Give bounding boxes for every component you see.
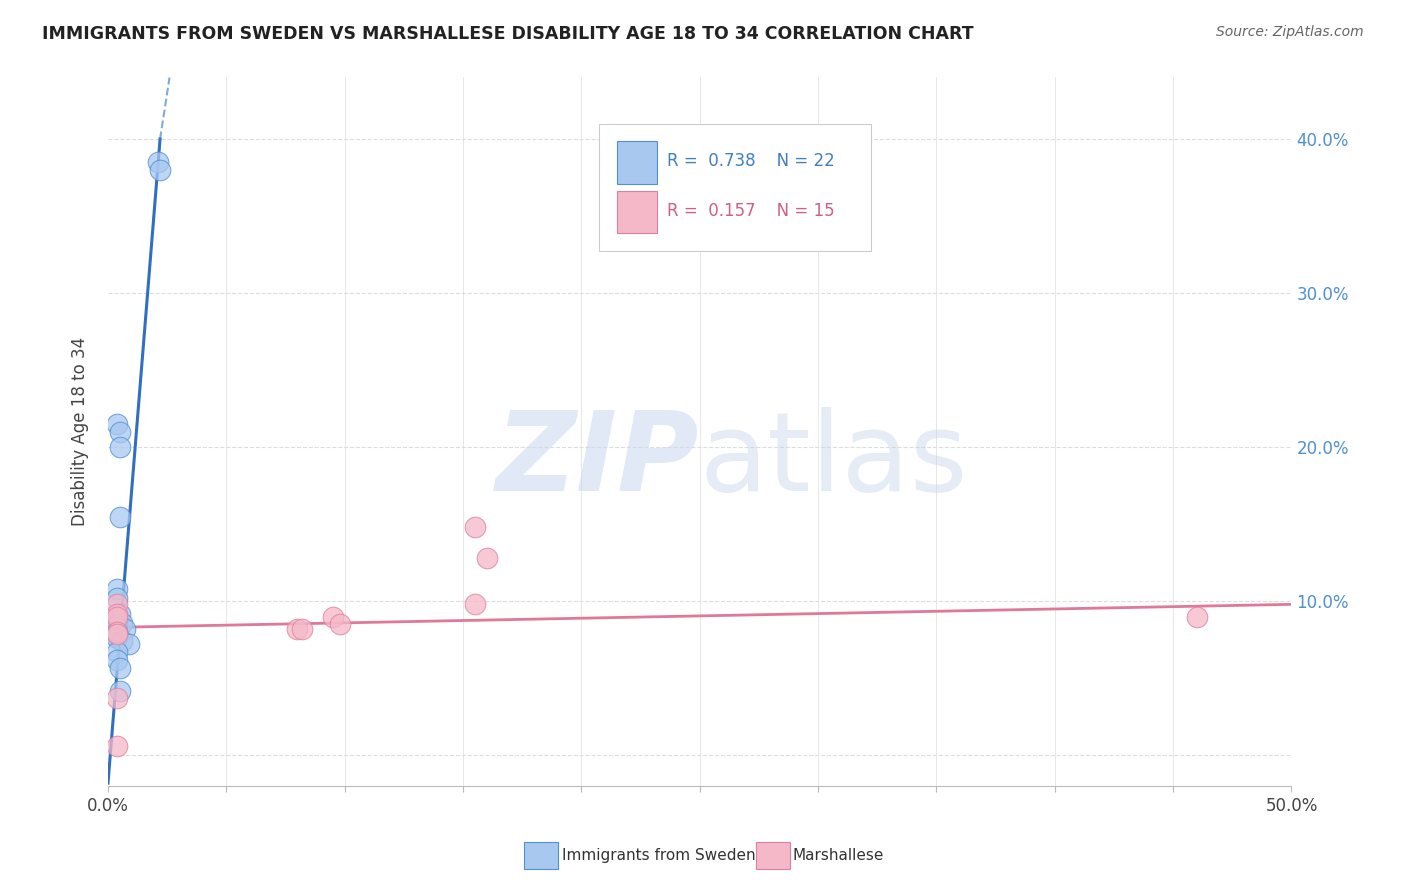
Point <box>107 645 129 659</box>
Point <box>107 598 129 612</box>
Point <box>108 683 131 698</box>
FancyBboxPatch shape <box>617 191 657 234</box>
Text: Source: ZipAtlas.com: Source: ZipAtlas.com <box>1216 25 1364 39</box>
Text: IMMIGRANTS FROM SWEDEN VS MARSHALLESE DISABILITY AGE 18 TO 34 CORRELATION CHART: IMMIGRANTS FROM SWEDEN VS MARSHALLESE DI… <box>42 25 974 43</box>
Point <box>108 607 131 621</box>
Point <box>107 632 129 646</box>
Point <box>107 626 129 640</box>
Point <box>107 625 129 640</box>
Point <box>108 660 131 674</box>
Point <box>107 582 129 596</box>
Point <box>285 622 308 636</box>
Point <box>107 691 129 706</box>
Point <box>1185 609 1208 624</box>
Point <box>329 617 352 632</box>
Point <box>107 607 129 621</box>
Point <box>107 609 129 624</box>
Point <box>118 637 141 651</box>
Point <box>107 626 129 640</box>
Point <box>149 162 172 177</box>
FancyBboxPatch shape <box>617 141 657 184</box>
Point <box>322 609 344 624</box>
Text: ZIP: ZIP <box>496 407 700 514</box>
Point <box>111 634 134 648</box>
Point <box>108 425 131 439</box>
Point <box>146 155 169 169</box>
Point <box>114 622 136 636</box>
Point <box>464 520 486 534</box>
Point <box>107 591 129 606</box>
Point <box>107 617 129 632</box>
Text: Marshallese: Marshallese <box>793 848 884 863</box>
Point <box>108 440 131 454</box>
Text: R =  0.738    N = 22: R = 0.738 N = 22 <box>666 152 834 170</box>
Point <box>475 551 498 566</box>
Point <box>464 598 486 612</box>
Text: atlas: atlas <box>700 407 969 514</box>
Point <box>107 417 129 431</box>
Point <box>111 615 134 630</box>
Text: R =  0.157    N = 15: R = 0.157 N = 15 <box>666 202 834 219</box>
Y-axis label: Disability Age 18 to 34: Disability Age 18 to 34 <box>72 337 89 526</box>
Point <box>107 613 129 627</box>
Point <box>291 622 314 636</box>
Point <box>107 625 129 640</box>
Point <box>108 509 131 524</box>
FancyBboxPatch shape <box>599 123 872 251</box>
Text: Immigrants from Sweden: Immigrants from Sweden <box>562 848 756 863</box>
Point <box>107 739 129 753</box>
Point <box>107 653 129 667</box>
